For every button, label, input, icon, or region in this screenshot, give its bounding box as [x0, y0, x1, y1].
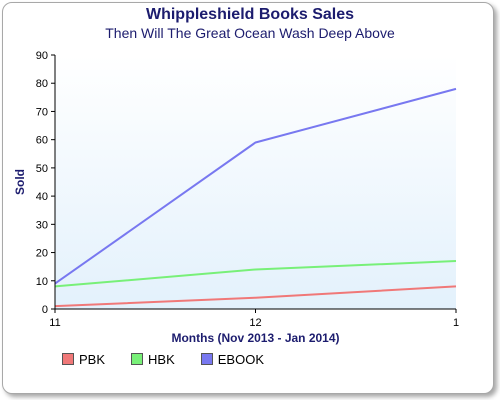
y-tick-label: 70 [36, 106, 48, 118]
legend-label: HBK [148, 351, 175, 367]
legend-item-hbk: HBK [131, 352, 175, 367]
legend-item-pbk: PBK [62, 352, 105, 367]
legend-swatch [131, 353, 144, 365]
x-axis-label: Months (Nov 2013 - Jan 2014) [171, 331, 339, 345]
x-tick-label: 12 [249, 317, 261, 329]
y-tick-label: 10 [36, 276, 48, 288]
y-tick-label: 30 [36, 219, 48, 231]
y-tick-label: 40 [36, 191, 48, 203]
chart-legend: PBK HBK EBOOK [62, 351, 290, 367]
series-layer [54, 87, 457, 308]
y-axis-label: Sold [13, 169, 27, 195]
series-line-hbk [54, 260, 457, 288]
y-tick-label: 80 [36, 78, 48, 90]
y-tick-label: 0 [42, 304, 48, 316]
chart-subtitle: Then Will The Great Ocean Wash Deep Abov… [105, 25, 395, 41]
x-axis-ticks: 11 12 1 [49, 309, 459, 329]
series-line-pbk [54, 285, 457, 308]
legend-label: EBOOK [217, 351, 264, 367]
legend-swatch [62, 353, 74, 365]
x-tick-label: 1 [453, 317, 459, 329]
chart-title: Whippleshield Books Sales [145, 6, 355, 23]
legend-item-ebook: EBOOK [200, 351, 264, 367]
y-tick-label: 50 [36, 163, 48, 175]
y-tick-label: 20 [36, 248, 48, 260]
series-line-ebook [54, 87, 457, 285]
plot-background [55, 55, 456, 309]
y-tick-label: 90 [36, 50, 48, 62]
y-axis-ticks: 0 10 20 30 40 50 60 70 80 90 [36, 50, 55, 316]
y-tick-label: 60 [36, 135, 48, 147]
legend-swatch [200, 353, 213, 365]
x-tick-label: 11 [49, 317, 60, 329]
legend-label: PBK [79, 351, 106, 367]
